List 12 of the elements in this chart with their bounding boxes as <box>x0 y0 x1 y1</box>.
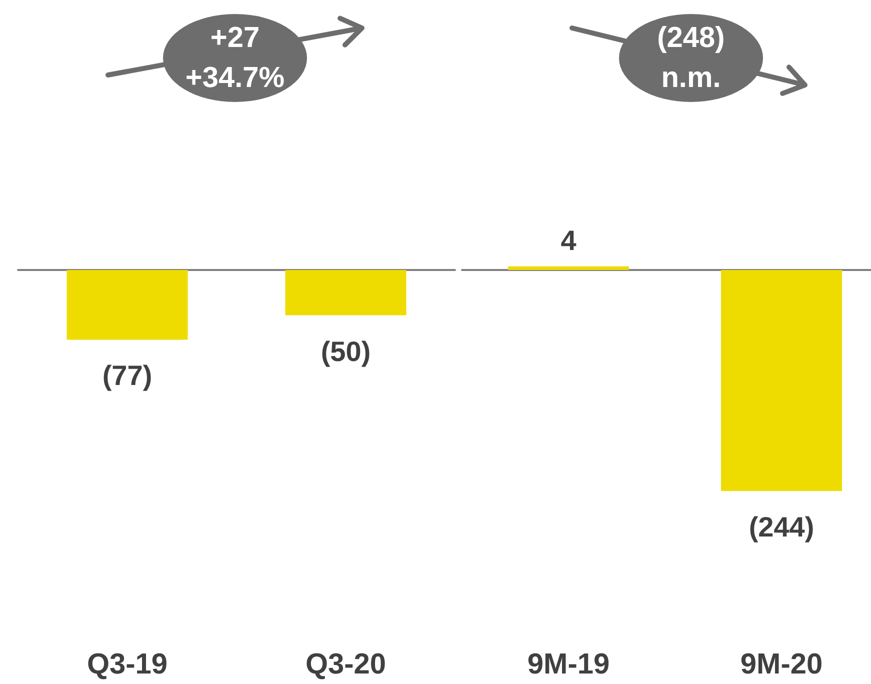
text: +27 <box>210 22 260 54</box>
data-label: 4 <box>560 224 577 256</box>
data-label: (77) <box>102 360 152 392</box>
x-tick-label: Q3-19 <box>86 648 168 680</box>
text: n.m. <box>661 62 721 94</box>
data-label: (50) <box>320 336 371 367</box>
data-label: (244) <box>748 512 814 542</box>
x-tick-label: Q3-20 <box>305 648 386 680</box>
text: (248) <box>657 22 725 54</box>
x-tick-label: 9M-20 <box>740 648 823 680</box>
text: +34.7% <box>185 62 285 94</box>
x-tick-label: 9M-19 <box>527 648 610 680</box>
